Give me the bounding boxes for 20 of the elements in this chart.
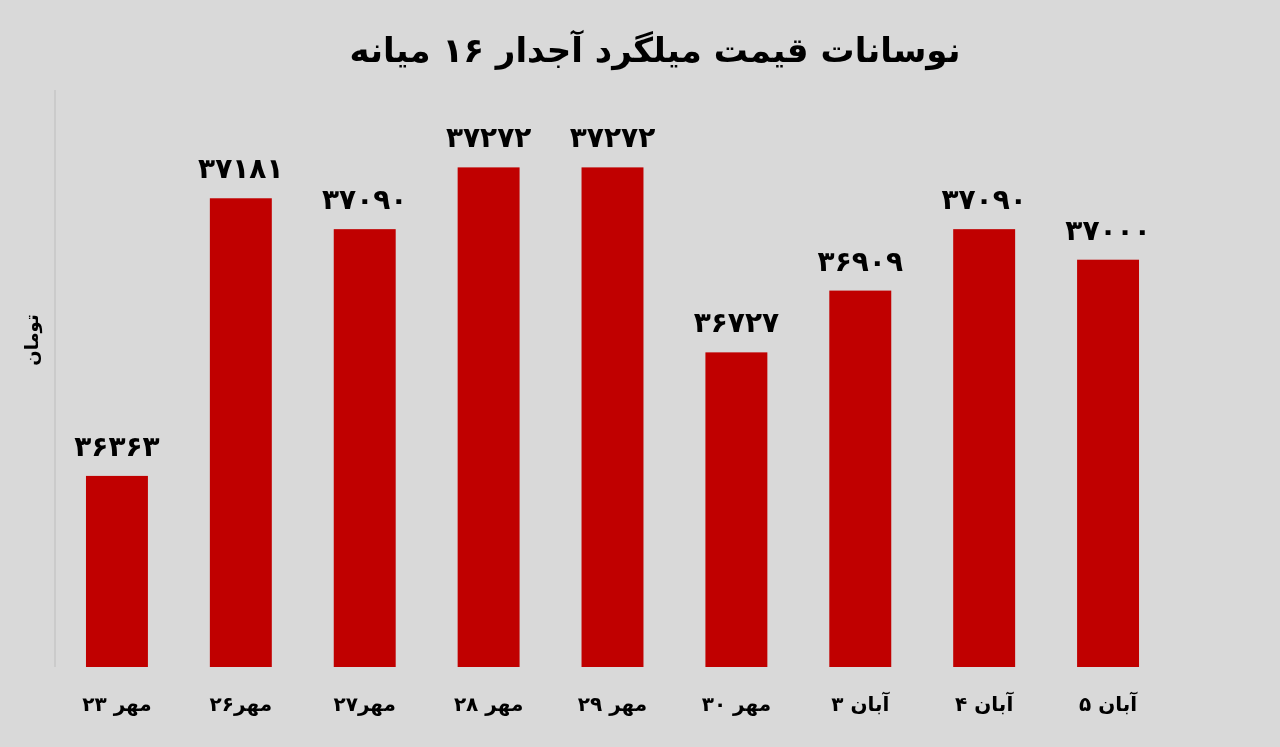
data-label: ۳۷۲۷۲	[569, 121, 656, 155]
x-tick-label: مهر ۳۰	[701, 692, 772, 717]
data-label: ۳۷۰۹۰	[322, 183, 408, 217]
x-tick-label: مهر۲۶	[209, 692, 273, 717]
data-label: ۳۷۱۸۱	[198, 152, 284, 186]
x-tick-label: مهر ۲۳	[82, 692, 152, 717]
x-tick-label: مهر۲۷	[333, 692, 396, 717]
x-tick-label: آبان ۵	[1078, 691, 1139, 717]
x-tick-label: آبان ۳	[831, 691, 891, 717]
x-tick-label: مهر ۲۸	[453, 692, 524, 717]
data-label: ۳۶۳۶۳	[74, 429, 160, 463]
data-label: ۳۶۷۲۷	[693, 306, 780, 340]
y-axis-title: تومان	[21, 314, 43, 366]
x-tick-label: مهر ۲۹	[577, 692, 648, 717]
chart-title: نوسانات قیمت میلگرد آجدار ۱۶ میانه	[349, 29, 961, 71]
data-label: ۳۶۹۰۹	[817, 244, 903, 278]
data-label: ۳۷۰۹۰	[941, 183, 1027, 217]
data-label: ۳۷۰۰۰	[1065, 213, 1151, 247]
x-tick-label: آبان ۴	[955, 691, 1015, 717]
data-label: ۳۷۲۷۲	[445, 121, 532, 155]
